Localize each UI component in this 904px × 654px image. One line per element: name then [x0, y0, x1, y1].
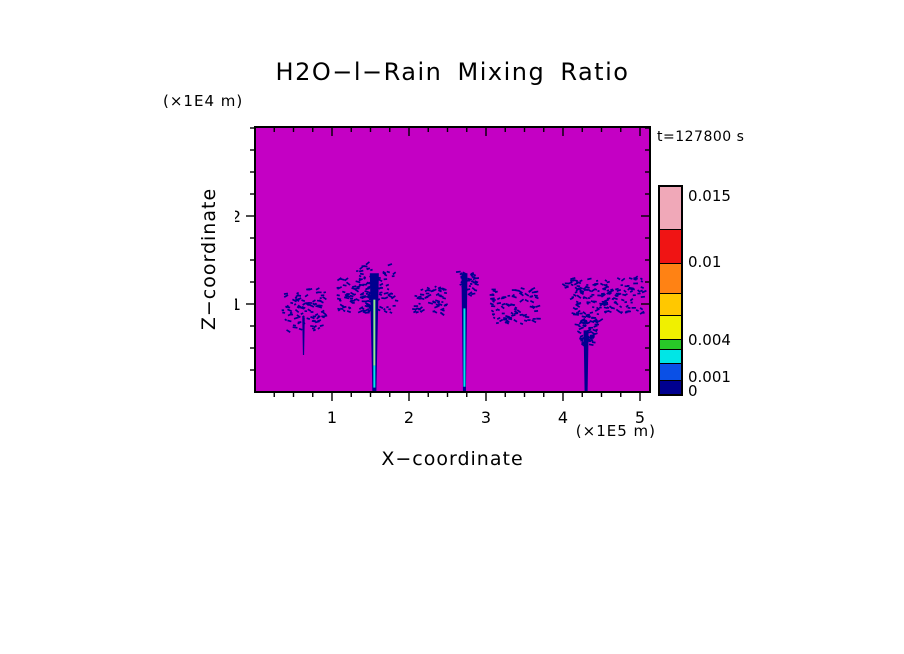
time-annotation: t=127800 s: [657, 129, 745, 145]
z-tick-label: 1: [235, 295, 241, 314]
x-tick-label: 4: [558, 408, 568, 427]
x-tick-label: 2: [404, 408, 414, 427]
z-axis-units-label: (×1E4 m): [163, 92, 244, 110]
colorbar-segment: [660, 340, 681, 350]
colorbar: [658, 185, 683, 396]
colorbar-segment: [660, 187, 681, 230]
colorbar-segment: [660, 350, 681, 364]
plot-area: 1 2 3 4 512: [235, 126, 651, 427]
z-axis-title: Z−coordinate: [198, 187, 220, 331]
x-tick-label: 5: [635, 408, 645, 427]
x-axis-units-label: (×1E5 m): [575, 422, 656, 440]
axis-ticks: [246, 127, 650, 401]
colorbar-segment: [660, 316, 681, 340]
z-tick-label: 2: [235, 207, 241, 226]
colorbar-segment: [660, 264, 681, 294]
plot-background: [255, 127, 650, 392]
colorbar-segment: [660, 364, 681, 381]
colorbar-segment: [660, 294, 681, 316]
colorbar-labels: 0.015 0.01 0.004 0.001 0: [688, 0, 758, 654]
x-tick-label: 3: [481, 408, 491, 427]
plot-title: H2O−l−Rain Mixing Ratio: [275, 58, 630, 86]
colorbar-segment: [660, 230, 681, 264]
x-tick-label: 1: [327, 408, 337, 427]
z-tick-labels: 12: [235, 207, 241, 314]
x-axis-title: X−coordinate: [381, 448, 524, 470]
colorbar-segment: [660, 381, 681, 394]
x-tick-labels: 1 2 3 4 5: [327, 408, 645, 427]
rain-features: [281, 261, 647, 392]
